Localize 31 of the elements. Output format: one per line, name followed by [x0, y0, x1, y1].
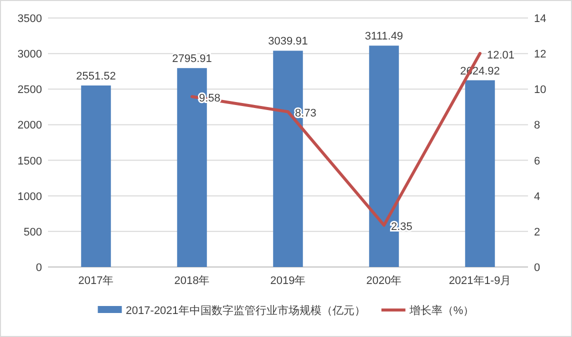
data-label: 2795.91 — [172, 53, 212, 66]
x-tick-label: 2017年 — [78, 275, 114, 287]
data-label: 2551.52 — [76, 70, 116, 82]
y-tick-label: 2500 — [18, 84, 42, 96]
legend-label: 增长率（%） — [408, 304, 474, 317]
y2-tick-label: 14 — [534, 13, 546, 25]
y2-tick-label: 10 — [534, 84, 546, 96]
data-label: 3111.49 — [364, 30, 404, 43]
y2-tick-label: 4 — [534, 190, 540, 203]
y-tick-label: 0 — [36, 262, 42, 274]
y-tick-label: 500 — [24, 226, 42, 238]
y2-tick-label: 0 — [534, 262, 540, 274]
y2-tick-label: 12 — [534, 48, 546, 61]
y-tick-label: 2000 — [18, 120, 42, 132]
y-tick-label: 1000 — [18, 190, 42, 203]
x-tick-label: 2021年1-9月 — [448, 275, 512, 287]
x-tick-label: 2019年 — [270, 275, 306, 287]
legend-label: 2017-2021年中国数字监管行业市场规模（亿元） — [126, 304, 366, 317]
data-label: 3039.91 — [268, 36, 308, 48]
y2-tick-label: 8 — [534, 120, 540, 132]
y2-tick-label: 2 — [534, 226, 540, 238]
y-tick-label: 1500 — [18, 155, 42, 168]
y2-tick-label: 6 — [534, 155, 540, 168]
y-tick-label: 3500 — [18, 13, 42, 25]
bar — [465, 80, 495, 267]
bar — [81, 85, 111, 267]
data-label: 9.58 — [199, 92, 220, 105]
data-label: 12.01 — [487, 49, 515, 62]
y-tick-label: 3000 — [18, 48, 42, 61]
x-tick-label: 2018年 — [174, 275, 210, 287]
x-tick-label: 2020年 — [366, 275, 402, 287]
